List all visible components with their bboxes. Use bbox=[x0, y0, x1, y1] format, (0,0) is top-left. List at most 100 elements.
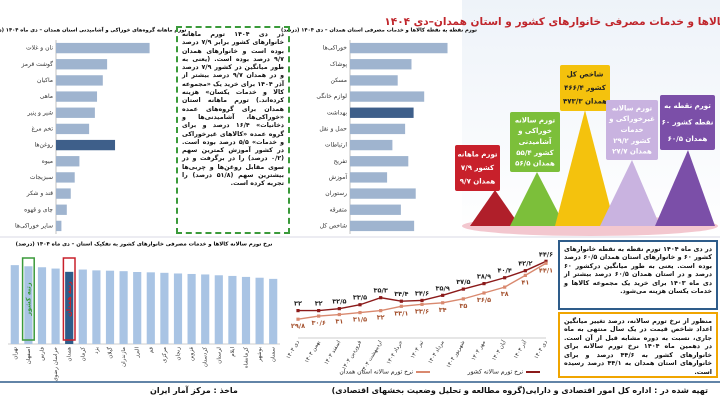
point bbox=[379, 296, 383, 300]
bar bbox=[269, 278, 278, 344]
category-label: متفرقه bbox=[330, 206, 347, 213]
cone bbox=[510, 172, 565, 226]
point bbox=[337, 307, 341, 311]
rank-box bbox=[62, 257, 76, 341]
value-label: ۳۲ bbox=[294, 300, 302, 308]
value-label: ۳۳/۱ bbox=[394, 309, 408, 317]
bar bbox=[10, 265, 19, 344]
category-label: سمنان bbox=[271, 347, 277, 363]
category-label: قزوین bbox=[189, 347, 195, 361]
point bbox=[544, 259, 548, 263]
cone-label: تورم سالانه bbox=[612, 104, 653, 112]
cone-label: تورم سالانه bbox=[515, 116, 556, 124]
category-label: یزد bbox=[94, 347, 100, 354]
bar bbox=[350, 59, 412, 70]
cone-label-box bbox=[660, 95, 715, 150]
point bbox=[358, 310, 362, 315]
bar bbox=[173, 273, 183, 344]
category-label: تخم مرغ bbox=[31, 125, 53, 132]
bar bbox=[255, 277, 264, 344]
value-label: ۳۵/۹ bbox=[436, 284, 450, 292]
category-label: تفریح bbox=[333, 158, 347, 165]
category-label: بهداشت bbox=[327, 109, 348, 116]
x-tick-label: شهریور ۱۴۰۴ bbox=[446, 339, 467, 369]
point bbox=[296, 309, 300, 313]
x-tick-label: آذر ۱۴۰۴ bbox=[512, 339, 528, 360]
rank-label: رتبه کشور bbox=[24, 282, 32, 317]
bar bbox=[56, 139, 116, 151]
cone bbox=[600, 160, 660, 226]
value-label: ۳۴ bbox=[439, 306, 447, 314]
category-label: شیر و پنیر bbox=[27, 109, 53, 116]
category-label: روغن‌ها bbox=[35, 142, 54, 149]
value-label: ۴۴/۶ bbox=[539, 250, 553, 258]
x-tick-label: مرداد ۱۴۰۴ bbox=[428, 340, 446, 366]
category-label: مازندران bbox=[121, 347, 127, 367]
category-label: البرز bbox=[135, 347, 141, 359]
value-label: ۳۲ bbox=[377, 314, 385, 322]
bar bbox=[350, 75, 398, 86]
bar bbox=[350, 42, 448, 54]
x-tick-label: خرداد ۱۴۰۴ bbox=[386, 340, 404, 366]
note-annual: منظور از نرخ تورم سالانه، درصد تغییر میا… bbox=[558, 312, 718, 378]
category-label: کردستان bbox=[202, 347, 209, 367]
x-tick-label: مهر ۱۴۰۴ bbox=[471, 340, 487, 362]
chart-title: تورم ماهانه گروه‌های خوراکی و آشامیدنی ا… bbox=[0, 26, 186, 34]
bar bbox=[350, 91, 425, 102]
category-label: سایر خوراکی‌ها bbox=[15, 222, 53, 229]
category-label: خراسان رضوی bbox=[53, 347, 59, 382]
point bbox=[461, 287, 465, 291]
cone bbox=[470, 190, 520, 226]
point bbox=[461, 297, 465, 301]
bar bbox=[133, 272, 142, 344]
cone-label: همدان ۴۷۳/۳ bbox=[563, 97, 607, 105]
cone bbox=[555, 110, 615, 226]
bar bbox=[56, 107, 95, 118]
bar bbox=[201, 274, 210, 344]
bar bbox=[187, 273, 196, 344]
cone-label: کشور ۷/۹ bbox=[461, 164, 495, 172]
note-monthly: در دی ۱۴۰۴ تورم ماهانه خانوارهای کشور بر… bbox=[176, 26, 290, 234]
category-label: قند و شکر bbox=[26, 190, 53, 197]
rank-box bbox=[21, 257, 35, 341]
value-label: ۳۸/۹ bbox=[477, 273, 491, 281]
category-label: مرکزی bbox=[161, 347, 168, 363]
cone-label: شاخص کل bbox=[567, 71, 604, 79]
point bbox=[358, 303, 362, 307]
bar bbox=[56, 220, 62, 232]
bar bbox=[119, 271, 128, 344]
category-label: ماکیان bbox=[37, 77, 53, 84]
cone-label-box bbox=[510, 112, 560, 172]
point bbox=[399, 299, 403, 303]
value-label: ۳۵ bbox=[459, 302, 467, 310]
value-label: ۳۷/۵ bbox=[456, 278, 470, 286]
point bbox=[317, 314, 321, 318]
page-title: شاخص قیمت کالاها و خدمات مصرفی خانوارهای… bbox=[384, 16, 720, 28]
value-label: ۳۶/۵ bbox=[477, 296, 491, 304]
bar bbox=[350, 172, 388, 183]
category-label: خوراکی‌ها bbox=[323, 45, 348, 52]
category-label: لرستان bbox=[216, 347, 222, 364]
category-label: کرمان bbox=[79, 347, 86, 362]
point bbox=[503, 276, 507, 280]
bar bbox=[56, 42, 150, 54]
point bbox=[544, 261, 548, 265]
value-label: ۳۲ bbox=[315, 300, 323, 308]
bar bbox=[241, 276, 251, 344]
bar bbox=[56, 204, 67, 215]
bar bbox=[228, 275, 237, 344]
cone-label-box bbox=[455, 145, 500, 191]
value-label: ۳۴/۴ bbox=[394, 290, 408, 298]
value-label: ۳۱ bbox=[335, 318, 343, 326]
bar bbox=[51, 268, 60, 344]
bar bbox=[56, 59, 108, 70]
bar bbox=[92, 270, 101, 344]
value-label: ۳۵/۳ bbox=[374, 287, 388, 295]
point bbox=[337, 312, 341, 317]
value-label: ۳۸ bbox=[501, 290, 509, 298]
value-label: ۳۱/۵ bbox=[353, 316, 367, 324]
value-label: ۴۲/۲ bbox=[518, 260, 532, 268]
category-label: رستوران bbox=[325, 190, 347, 197]
point bbox=[441, 293, 445, 297]
